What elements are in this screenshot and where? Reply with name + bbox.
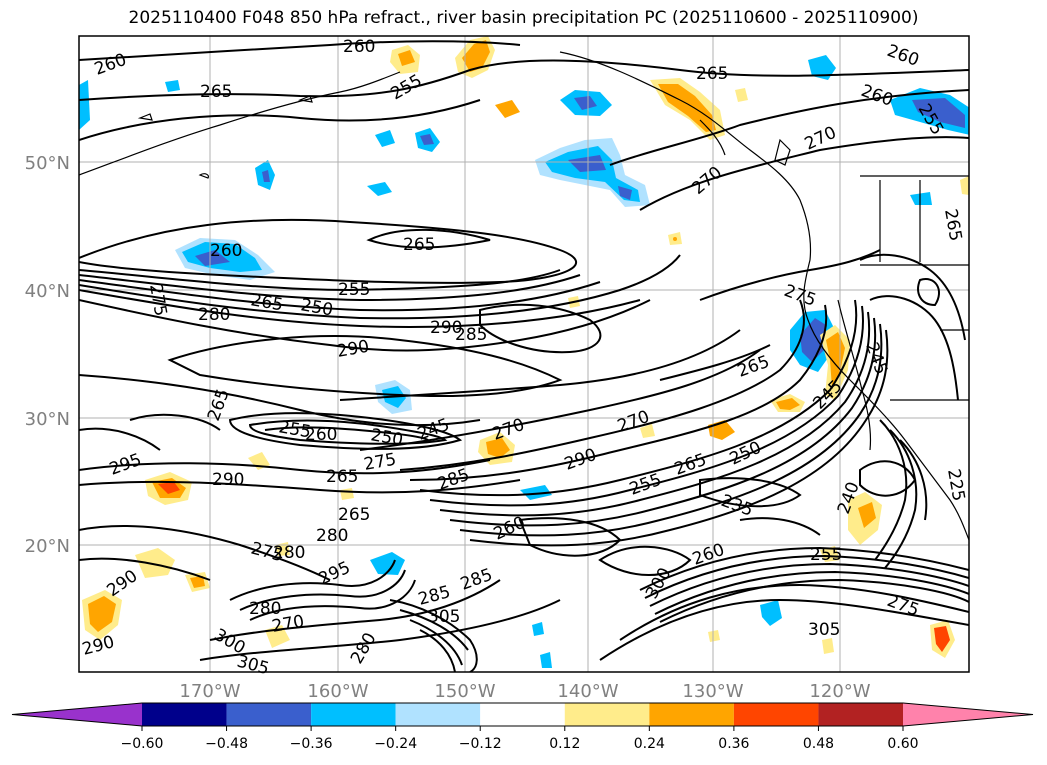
contour-label: 305 bbox=[428, 607, 460, 627]
colorbar-tick-label: −0.36 bbox=[290, 736, 333, 752]
lat-label: 40°N bbox=[25, 281, 70, 302]
latitude-labels: 50°N 40°N 30°N 20°N bbox=[25, 153, 70, 557]
colorbar-segment bbox=[142, 703, 227, 726]
colorbar-segment bbox=[564, 703, 650, 726]
lon-label: 130°W bbox=[682, 681, 743, 702]
contour-label: 260 bbox=[343, 37, 375, 57]
contour-label: 280 bbox=[316, 526, 348, 546]
contour-label: 265 bbox=[403, 235, 435, 255]
colorbar-segment bbox=[733, 703, 819, 726]
colorbar-extend-max bbox=[903, 703, 1033, 726]
contour-label: 265 bbox=[696, 64, 728, 84]
longitude-labels: 170°W 160°W 150°W 140°W 130°W 120°W bbox=[179, 681, 870, 702]
lon-label: 120°W bbox=[809, 681, 870, 702]
lat-label: 30°N bbox=[25, 409, 70, 430]
contour-label: 280 bbox=[273, 543, 305, 563]
colorbar-segment bbox=[226, 703, 312, 726]
lon-label: 160°W bbox=[307, 681, 368, 702]
colorbar-tick-label: −0.12 bbox=[459, 736, 502, 752]
contour-label: 255 bbox=[810, 545, 842, 565]
colorbar-tick-label: 0.60 bbox=[887, 736, 918, 752]
precip-shading bbox=[79, 36, 969, 668]
colorbar-tick-label: 0.12 bbox=[549, 736, 580, 752]
colorbar-segment bbox=[395, 703, 481, 726]
contour-label: 290 bbox=[212, 470, 244, 490]
colorbar-tick-label: 0.36 bbox=[718, 736, 749, 752]
refractivity-contours bbox=[79, 40, 969, 672]
colorbar-tick-label: −0.48 bbox=[205, 736, 248, 752]
colorbar-segment bbox=[311, 703, 396, 726]
map-title: 2025110400 F048 850 hPa refract., river … bbox=[128, 8, 919, 28]
contour-label: 265 bbox=[338, 505, 370, 525]
contour-label: 280 bbox=[198, 305, 230, 325]
lon-label: 140°W bbox=[557, 681, 618, 702]
map-frame bbox=[78, 35, 970, 673]
contour-label: 280 bbox=[249, 599, 281, 619]
colorbar-segment bbox=[818, 703, 903, 726]
lat-label: 50°N bbox=[25, 153, 70, 174]
lon-label: 150°W bbox=[434, 681, 495, 702]
colorbar-tick-label: 0.24 bbox=[634, 736, 665, 752]
graticule bbox=[79, 36, 969, 672]
colorbar: −0.60 −0.48 −0.36 −0.24 −0.12 0.12 0.24 0.36 0.4… bbox=[11, 702, 1034, 752]
colorbar-segment bbox=[649, 703, 734, 726]
contour-label: 260 bbox=[305, 425, 337, 445]
colorbar-extend-min bbox=[12, 703, 142, 726]
colorbar-tick-label: −0.60 bbox=[121, 736, 164, 752]
contour-label: 265 bbox=[200, 82, 232, 102]
contour-label: 290 bbox=[430, 318, 462, 338]
colorbar-segment bbox=[480, 703, 565, 726]
coastlines bbox=[79, 51, 969, 541]
contour-label: 260 bbox=[210, 241, 242, 261]
contour-label: 305 bbox=[808, 620, 840, 640]
lat-label: 20°N bbox=[25, 536, 70, 557]
colorbar-tick-label: −0.24 bbox=[374, 736, 417, 752]
contour-label: 285 bbox=[455, 325, 487, 345]
colorbar-tick-label: 0.48 bbox=[803, 736, 834, 752]
contour-label: 255 bbox=[338, 280, 370, 300]
contour-label: 265 bbox=[326, 467, 358, 487]
lon-label: 170°W bbox=[179, 681, 240, 702]
